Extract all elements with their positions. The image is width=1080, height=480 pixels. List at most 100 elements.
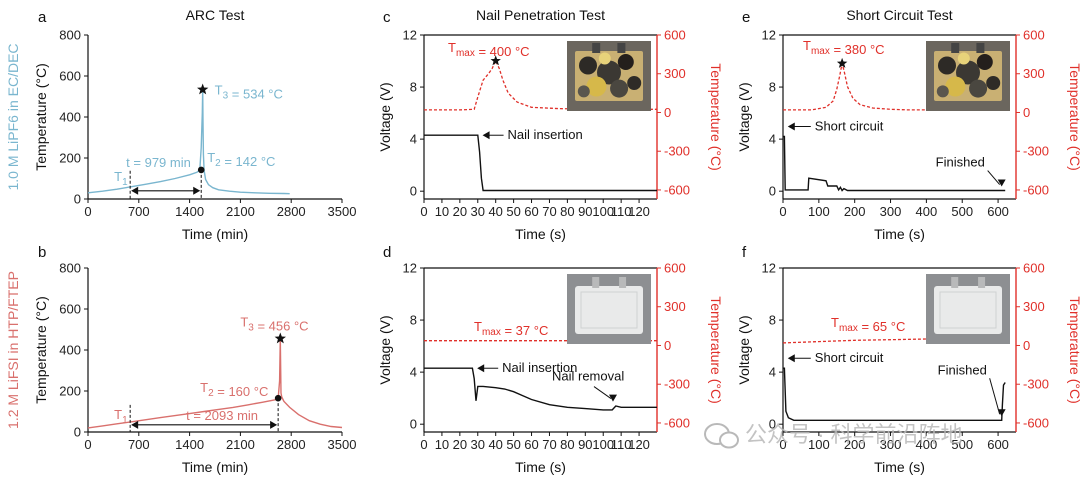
y-tick-label: 400 [59, 343, 81, 358]
cell-edge [580, 291, 638, 329]
chart-a: a ARC Test 0 700 1400 2100 2800 3500 0 200 400 600 8… [5, 7, 356, 242]
x-tick-label: 700 [128, 204, 150, 219]
panel-title: ARC Test [186, 7, 245, 23]
x-tick-label: 400 [916, 437, 938, 452]
x-tick-label: 30 [471, 437, 485, 452]
axes: 0 700 1400 2100 2800 3500 0 200 400 600 800 Time (m… [33, 261, 356, 476]
event-label: Short circuit [815, 350, 884, 365]
burn-mark [938, 56, 956, 75]
y-tick-label: 4 [769, 132, 776, 147]
y2-tick-label: 600 [1023, 261, 1045, 276]
y2-tick-label: -600 [664, 182, 690, 197]
x-tick-label: 40 [488, 204, 502, 219]
y2-tick-label: 300 [664, 66, 686, 81]
event-label: Nail insertion [502, 360, 577, 375]
event-label: Nail insertion [508, 127, 583, 142]
panel-letter: b [38, 244, 46, 261]
tab [976, 43, 985, 53]
x-tick-label: 70 [542, 204, 556, 219]
x-tick-label: 110 [611, 204, 632, 219]
arrow-head [482, 131, 490, 140]
x-tick-label: 80 [560, 437, 574, 452]
event-label: Finished [936, 155, 985, 170]
panel-title: Nail Penetration Test [476, 7, 605, 23]
y-tick-label: 800 [59, 28, 81, 43]
x-tick-label: 600 [987, 204, 1009, 219]
x-tick-label: 50 [506, 204, 520, 219]
burn-mark [627, 76, 642, 90]
y2-tick-label: -600 [664, 415, 690, 430]
tab [619, 277, 627, 288]
y-tick-label: 12 [762, 261, 776, 276]
x-axis-label: Time (min) [182, 226, 248, 242]
x-tick-label: 10 [435, 437, 449, 452]
tab [951, 43, 960, 53]
chart-f: f 0 100 200 300 400 500 600 0 4 8 12 Time (s) Voltage… [736, 244, 1080, 475]
x-tick-label: 2800 [277, 437, 306, 452]
x-tick-label: 40 [488, 437, 502, 452]
y-axis-label: Voltage (V) [377, 315, 393, 384]
x-tick-label: 0 [420, 204, 427, 219]
y-tick-label: 600 [59, 302, 81, 317]
panel-letter: d [383, 244, 391, 261]
x-tick-label: 500 [951, 204, 973, 219]
x-tick-label: 120 [628, 437, 650, 452]
x-tick-label: 600 [987, 437, 1009, 452]
arrow-head [997, 179, 1006, 187]
cell-edge [939, 291, 997, 329]
arrow-head [270, 420, 278, 429]
x-tick-label: 2100 [226, 204, 255, 219]
y-tick-label: 8 [410, 313, 417, 328]
y2-tick-label: 600 [664, 261, 686, 276]
tmax-star-marker [490, 55, 501, 66]
y2-tick-label: 300 [1023, 66, 1045, 81]
battery-photo [926, 274, 1010, 344]
event-arrow-line [593, 386, 612, 399]
y-tick-label: 4 [769, 365, 776, 380]
tab [951, 277, 959, 288]
y-tick-label: 0 [769, 417, 776, 432]
panel-letter: c [383, 9, 391, 26]
series-line-voltage [424, 367, 657, 411]
duration-label: t = 979 min [126, 155, 191, 170]
y-tick-label: 0 [769, 184, 776, 199]
x-tick-label: 3500 [328, 204, 357, 219]
burn-mark [957, 52, 970, 65]
x-tick-label: 60 [524, 204, 538, 219]
series-line-voltage [424, 134, 657, 192]
burn-mark [579, 56, 597, 75]
y-tick-label: 12 [762, 28, 776, 43]
event-label: Short circuit [815, 119, 884, 134]
tmax-label: Tmax = 37 °C [474, 319, 548, 338]
y-axis-label: Voltage (V) [736, 315, 752, 384]
series-line-temperature [87, 338, 343, 429]
burn-mark [936, 85, 949, 98]
y2-tick-label: -600 [1023, 182, 1049, 197]
y-axis-label: Temperature (°C) [33, 296, 49, 404]
x-axis-label: Time (s) [515, 226, 566, 242]
cell-body [934, 286, 1002, 334]
t2-label: T2 = 160 °C [200, 380, 268, 399]
y2-axis-label: Temperature (°C) [1067, 63, 1080, 171]
x-tick-label: 2100 [226, 437, 255, 452]
arrow-head [131, 186, 139, 195]
x-tick-label: 100 [808, 204, 830, 219]
tmax-label: Tmax = 400 °C [448, 40, 530, 59]
x-tick-label: 500 [951, 437, 973, 452]
event-arrow-line [989, 378, 1001, 415]
axes: 0 700 1400 2100 2800 3500 0 200 400 600 800 Time (m… [33, 28, 356, 243]
burn-mark [945, 76, 966, 97]
event-label: Finished [938, 362, 987, 377]
tab [592, 277, 600, 288]
burn-mark [610, 79, 629, 98]
y2-tick-label: 300 [664, 299, 686, 314]
arrow-head [608, 394, 617, 402]
arrow-head [131, 420, 139, 429]
x-tick-label: 0 [84, 437, 91, 452]
t1-label: T1 [114, 407, 128, 426]
tmax-label: Tmax = 380 °C [803, 38, 885, 57]
chart-b: b 0 700 1400 2100 2800 3500 0 200 400 600 800 Time (… [5, 244, 356, 475]
x-tick-label: 80 [560, 204, 574, 219]
